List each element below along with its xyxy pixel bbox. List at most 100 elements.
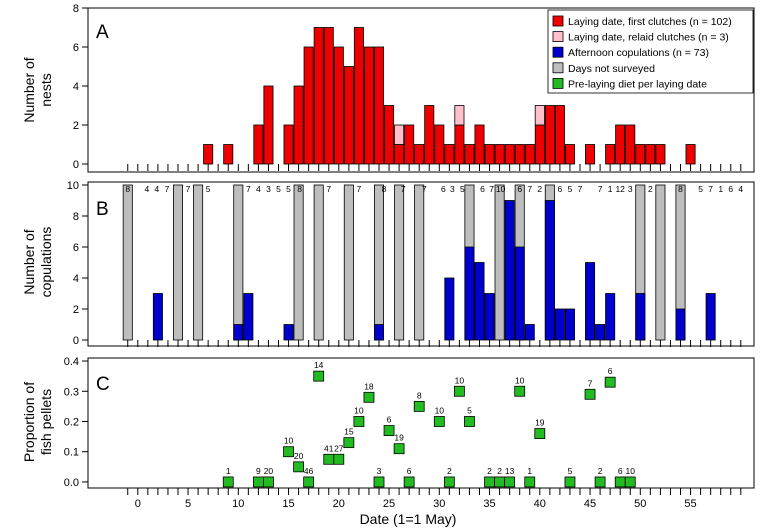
copulation-count-label: 3 [450,184,455,194]
copulation-count-label: 1 [718,184,723,194]
y-tick-label: 0 [73,335,79,347]
bar-first-clutch [625,124,636,165]
diet-point [263,476,274,488]
copulation-count-label: 8 [125,184,130,194]
x-tick-label: 5 [185,498,191,510]
panel-a-nests: A Number of nests 0 2 4 6 8 Laying date, fir… [21,3,755,173]
diet-point [524,476,536,488]
bar-copulations [635,293,646,341]
diet-point-label: 10 [515,375,525,385]
bar-first-clutch [494,144,505,165]
y-tick-label: 6 [73,242,79,254]
diet-point-label: 1 [226,466,231,476]
copulation-count-label: 7 [165,184,170,194]
copulation-count-label: 6 [728,184,733,194]
copulation-count-label: 3 [266,184,271,194]
panel-b-bars [122,184,716,341]
y-tick-label: 2 [73,120,79,132]
bar-copulations [152,293,163,341]
bar-first-clutch [444,144,455,165]
panel-a-day-ticks [127,164,742,171]
bar-not-surveyed [343,184,354,341]
copulation-count-label: 3 [628,184,633,194]
copulation-count-label: 2 [648,184,653,194]
diet-point-label: 15 [344,427,354,437]
legend-swatch [552,62,564,74]
x-tick-label: 50 [634,498,646,510]
bar-copulations [585,262,596,341]
diet-point-label: 2 [487,466,492,476]
bar-first-clutch [685,144,696,165]
x-tick-label: 25 [383,498,395,510]
bar-relaid-clutch [454,105,465,126]
diet-point-label: 6 [618,466,623,476]
diet-point [363,391,375,403]
copulation-count-label: 8 [678,184,683,194]
copulation-count-label: 7 [489,184,494,194]
bar-copulations [484,293,495,341]
diet-point [303,476,315,488]
diet-point [323,453,335,465]
diet-point-label: 41 [324,443,334,453]
bar-first-clutch [303,46,314,165]
y-tick-label: 0.4 [64,356,79,368]
bar-first-clutch [464,144,475,165]
diet-point [604,376,616,388]
panel-b-ylabel-line1: Number of [21,229,37,294]
copulation-count-label: 12 [615,184,625,194]
x-tick-label: 15 [282,498,294,510]
x-tick-label: 55 [684,498,696,510]
copulation-count-label: 8 [297,184,302,194]
panel-b-ylabel-line2: copulations [38,227,54,298]
copulation-count-label: 7 [527,184,532,194]
bar-not-surveyed [655,184,666,341]
copulation-count-label: 1 [608,184,613,194]
bar-first-clutch [434,124,445,165]
bar-first-clutch [404,124,415,165]
y-tick-label: 6 [73,42,79,54]
diet-point-label: 20 [294,451,304,461]
legend-swatch [552,46,564,58]
panel-c-yaxis: 0.0 0.1 0.2 0.3 0.4 [64,356,89,489]
diet-point [293,461,305,473]
bar-not-surveyed [193,184,204,341]
bar-copulations [705,293,716,341]
panel-c-ylabel-line2: fish pellets [38,389,54,455]
diet-point [514,385,526,397]
y-tick-label: 8 [73,3,79,15]
diet-point-label: 10 [284,436,294,446]
bar-first-clutch [645,144,656,165]
bar-not-surveyed [373,184,384,341]
bar-first-clutch [484,144,495,165]
bar-copulations [444,277,455,341]
bar-copulations [514,246,525,341]
copulation-count-label: 6 [558,184,563,194]
bar-first-clutch [615,124,626,165]
x-tick-label: 35 [483,498,495,510]
bar-copulations [605,293,616,341]
diet-point-label: 10 [435,405,445,415]
diet-point-label: 2 [447,466,452,476]
diet-point-label: 13 [505,466,515,476]
bar-copulations [504,200,515,341]
panel-b-yaxis: 0 2 4 6 8 10 [67,180,89,347]
bar-copulations [595,324,606,341]
legend-label: Laying date, first clutches (n = 102) [568,16,732,28]
diet-point-label: 2 [497,466,502,476]
bar-first-clutch [283,124,294,165]
x-tick-label: 20 [333,498,345,510]
panel-c-ylabel: Proportion of fish pellets [21,382,54,462]
x-axis: 0 5 10 15 20 25 30 35 40 45 50 55 [127,487,742,510]
diet-point [453,385,465,397]
bar-first-clutch [564,144,575,165]
bar-first-clutch [203,144,214,165]
x-tick-label: 10 [232,498,244,510]
diet-point-label: 18 [364,381,374,391]
bar-first-clutch [313,27,324,165]
bar-copulations [464,246,475,341]
bar-first-clutch [414,144,425,165]
diet-point-label: 2 [598,466,603,476]
copulation-count-label: 5 [286,184,291,194]
diet-point [484,476,495,488]
